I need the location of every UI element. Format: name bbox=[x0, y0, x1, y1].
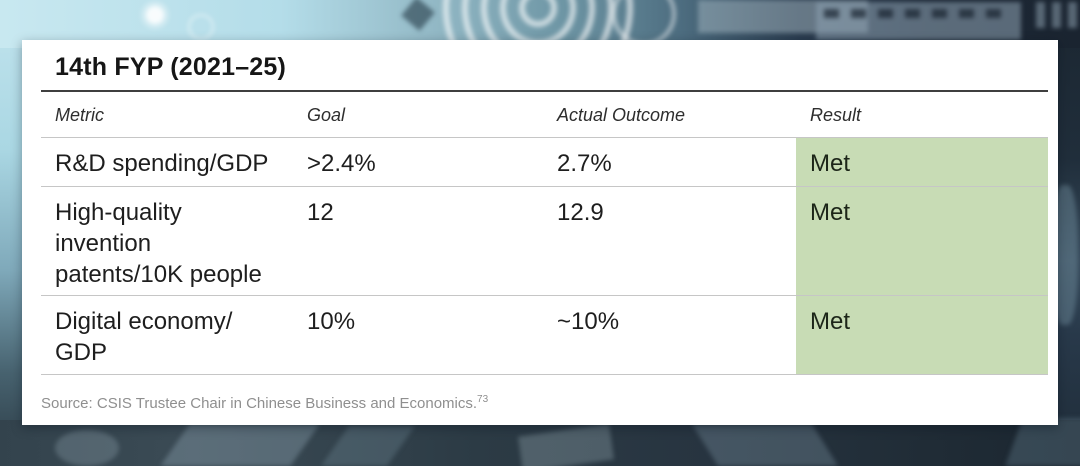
blurred-text-dashes bbox=[1036, 2, 1080, 28]
node-ring-icon bbox=[188, 14, 214, 40]
result-cell-met: Met bbox=[796, 187, 1048, 295]
title-rule bbox=[41, 90, 1048, 92]
blurred-chart-panel bbox=[816, 2, 1021, 40]
light-streak bbox=[160, 424, 320, 466]
background-bottom-strip bbox=[0, 420, 1080, 466]
light-streak bbox=[320, 426, 416, 466]
circuit-glyph-icon bbox=[401, 0, 435, 31]
goal-cell: 10% bbox=[307, 308, 356, 335]
table-header-row: Metric Goal Actual Outcome Result bbox=[41, 92, 1048, 138]
footnote-marker: 73 bbox=[477, 394, 489, 405]
goal-cell: >2.4% bbox=[307, 150, 376, 177]
light-streak bbox=[1005, 418, 1080, 466]
goal-cell: 12 bbox=[307, 199, 334, 226]
column-header-goal: Goal bbox=[307, 105, 346, 125]
result-cell-met: Met bbox=[796, 296, 1048, 374]
card-title: 14th FYP (2021–25) bbox=[55, 53, 287, 81]
actual-cell: 2.7% bbox=[557, 150, 612, 177]
light-streak bbox=[691, 424, 839, 466]
source-attribution: Source: CSIS Trustee Chair in Chinese Bu… bbox=[41, 390, 488, 413]
metric-cell: Digital economy/ GDP bbox=[55, 308, 233, 366]
column-header-metric: Metric bbox=[55, 105, 104, 125]
metric-cell: High-quality invention patents/10K peopl… bbox=[55, 199, 262, 288]
light-streak bbox=[517, 423, 615, 466]
metric-cell: R&D spending/GDP bbox=[55, 150, 269, 177]
table-row: High-quality invention patents/10K peopl… bbox=[41, 187, 1048, 296]
light-blob bbox=[55, 430, 119, 466]
actual-cell: ~10% bbox=[557, 308, 620, 335]
result-cell-met: Met bbox=[796, 138, 1048, 186]
node-dot-icon bbox=[146, 6, 164, 24]
table-row: R&D spending/GDP >2.4% 2.7% Met bbox=[41, 138, 1048, 187]
column-header-actual: Actual Outcome bbox=[557, 105, 686, 125]
table-card: 14th FYP (2021–25) Metric Goal Actual Ou… bbox=[22, 40, 1058, 425]
metrics-table: Metric Goal Actual Outcome Result R&D sp… bbox=[41, 92, 1048, 375]
source-text: Source: CSIS Trustee Chair in Chinese Bu… bbox=[41, 395, 478, 412]
actual-cell: 12.9 bbox=[557, 199, 604, 226]
table-row: Digital economy/ GDP 10% ~10% Met bbox=[41, 296, 1048, 375]
column-header-result: Result bbox=[810, 105, 862, 125]
